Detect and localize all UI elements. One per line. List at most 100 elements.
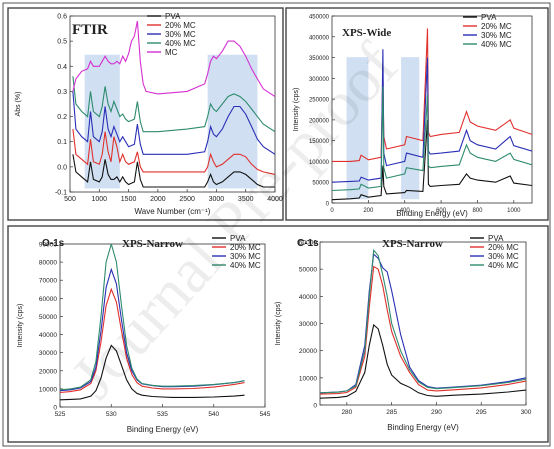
- c1s-y-tick-label: 20000: [299, 348, 317, 355]
- o1s-x-tick-label: 530: [106, 411, 117, 418]
- o1s-legend-label: PVA: [230, 234, 246, 243]
- xps-wide-legend-label: 20% MC: [481, 22, 512, 31]
- c1s-y-tick-label: 60000: [299, 240, 317, 247]
- o1s-series-20-mc: [60, 287, 245, 394]
- xps-wide-y-tick-label: 300000: [309, 77, 330, 83]
- o1s-series-40-mc: [60, 244, 245, 391]
- xps-wide-y-tick-label: 0: [326, 202, 330, 208]
- ftir-highlight-band: [84, 54, 120, 189]
- ftir-x-tick-label: 3500: [238, 196, 254, 203]
- xps-wide-x-tick-label: 800: [472, 208, 483, 214]
- o1s-series-pva: [60, 344, 245, 401]
- ftir-x-tick-label: 500: [64, 196, 76, 203]
- xps-wide-y-axis-title: Intensity (cps): [293, 88, 300, 132]
- o1s-x-axis-title: Binding Energy (eV): [127, 425, 199, 434]
- ftir-x-tick-label: 1000: [91, 196, 107, 203]
- o1s-series-30-mc: [60, 267, 245, 392]
- ftir-series-pva: [72, 154, 275, 188]
- c1s-y-tick-label: 40000: [299, 294, 317, 301]
- ftir-x-tick-label: 2500: [179, 196, 195, 203]
- xps-wide-panel-frame: [285, 7, 549, 221]
- o1s-chart-title: XPS-Narrow: [122, 238, 183, 250]
- c1s-y-axis-title: Intensity (cps): [275, 302, 282, 346]
- o1s-y-tick-label: 80000: [39, 260, 57, 267]
- o1s-y-tick-label: 20000: [39, 368, 57, 375]
- ftir-legend-label: 40% MC: [165, 39, 196, 48]
- o1s-y-tick-label: 30000: [39, 350, 57, 357]
- xps-wide-y-tick-label: 350000: [309, 56, 330, 62]
- xps-wide-x-tick-label: 1000: [507, 208, 521, 214]
- xps-wide-x-tick-label: 400: [400, 208, 411, 214]
- ftir-y-tick-label: 0.1: [57, 139, 67, 146]
- ftir-legend-label: 30% MC: [165, 30, 196, 39]
- ftir-y-axis-title: Abs (%): [15, 92, 22, 117]
- xps-wide-series-40-mc: [332, 86, 532, 192]
- xps-wide-y-tick-label: 200000: [309, 118, 330, 124]
- xps-wide-legend-label: 40% MC: [481, 40, 512, 49]
- c1s-x-tick-label: 295: [476, 409, 487, 416]
- ftir-y-tick-label: -0.1: [55, 190, 67, 197]
- o1s-legend-label: 30% MC: [230, 252, 261, 261]
- c1s-legend-label: 20% MC: [488, 243, 519, 252]
- o1s-y-tick-label: 0: [53, 405, 57, 412]
- ftir-panel-frame: [7, 7, 284, 221]
- ftir-chart-title: FTIR: [72, 22, 108, 38]
- o1s-y-tick-label: 90000: [39, 242, 57, 249]
- o1s-x-tick-label: 525: [55, 411, 66, 418]
- xps-wide-x-tick-label: 200: [363, 208, 374, 214]
- o1s-x-tick-label: 535: [157, 411, 168, 418]
- c1s-legend-label: 30% MC: [488, 252, 519, 261]
- o1s-chart: 525 530 535 540 545 0 10000 20000 30000 40000 5000…: [17, 234, 271, 434]
- ftir-y-tick-label: 0.0: [57, 164, 67, 171]
- c1s-y-tick-label: 30000: [299, 321, 317, 328]
- ftir-y-tick-label: 0.4: [57, 64, 67, 71]
- ftir-legend-label: 20% MC: [165, 21, 196, 30]
- xps-wide-highlight-band: [401, 57, 420, 200]
- c1s-y-tick-label: 50000: [299, 267, 317, 274]
- xps-wide-y-tick-label: 250000: [309, 98, 330, 104]
- c1s-chart-title: XPS-Narrow: [382, 238, 443, 250]
- ftir-chart: 500 1000 1500 2000 2500 3000 3500 4000 -0.1 0.0 0.…: [15, 12, 283, 216]
- o1s-legend-label: 40% MC: [230, 261, 261, 270]
- xps-wide-legend-label: PVA: [481, 13, 497, 22]
- c1s-x-tick-label: 300: [521, 409, 532, 416]
- xps-wide-series-20-mc: [332, 28, 532, 162]
- c1s-series-40-mc: [320, 248, 526, 394]
- c1s-panel-tag: C-1s: [297, 238, 319, 249]
- xps-wide-y-tick-label: 400000: [309, 35, 330, 41]
- o1s-y-tick-label: 40000: [39, 332, 57, 339]
- c1s-legend-label: PVA: [488, 234, 504, 243]
- xps-wide-chart-title: XPS-Wide: [342, 27, 391, 39]
- ftir-x-tick-label: 4000: [267, 196, 283, 203]
- ftir-series-30-mc: [72, 91, 275, 155]
- o1s-legend-label: 20% MC: [230, 243, 261, 252]
- xps-wide-y-tick-label: 450000: [309, 15, 330, 21]
- xps-wide-legend-label: 30% MC: [481, 31, 512, 40]
- c1s-x-tick-label: 285: [386, 409, 397, 416]
- ftir-y-tick-label: 0.2: [57, 114, 67, 121]
- xps-wide-chart: 0 200 400 600 800 1000 0 50000 100000 150000 20000…: [293, 13, 533, 218]
- xps-wide-x-tick-label: 600: [436, 208, 447, 214]
- ftir-series-20-mc: [72, 129, 275, 175]
- o1s-y-tick-label: 70000: [39, 278, 57, 285]
- c1s-legend-label: 40% MC: [488, 261, 519, 270]
- ftir-series-40-mc: [72, 76, 275, 133]
- o1s-y-tick-label: 10000: [39, 386, 57, 393]
- c1s-y-tick-label: 10000: [299, 375, 317, 382]
- c1s-y-tick-label: 0: [313, 403, 317, 410]
- o1s-y-tick-label: 50000: [39, 314, 57, 321]
- ftir-y-tick-label: 0.3: [57, 89, 67, 96]
- xps-wide-series-pva: [332, 119, 532, 201]
- xps-wide-highlight-band: [346, 57, 369, 200]
- c1s-x-tick-label: 290: [431, 409, 442, 416]
- ftir-legend-label: MC: [165, 48, 178, 57]
- ftir-plot-area: [69, 15, 276, 193]
- c1s-x-axis-title: Binding Energy (eV): [387, 423, 459, 432]
- o1s-y-axis-title: Intensity (cps): [17, 304, 24, 348]
- c1s-chart: 280 285 290 295 300 0 10000 20000 30000 40000 5000…: [275, 234, 532, 432]
- o1s-x-tick-label: 545: [260, 411, 271, 418]
- c1s-series-pva: [320, 323, 526, 399]
- xps-wide-y-tick-label: 150000: [309, 139, 330, 145]
